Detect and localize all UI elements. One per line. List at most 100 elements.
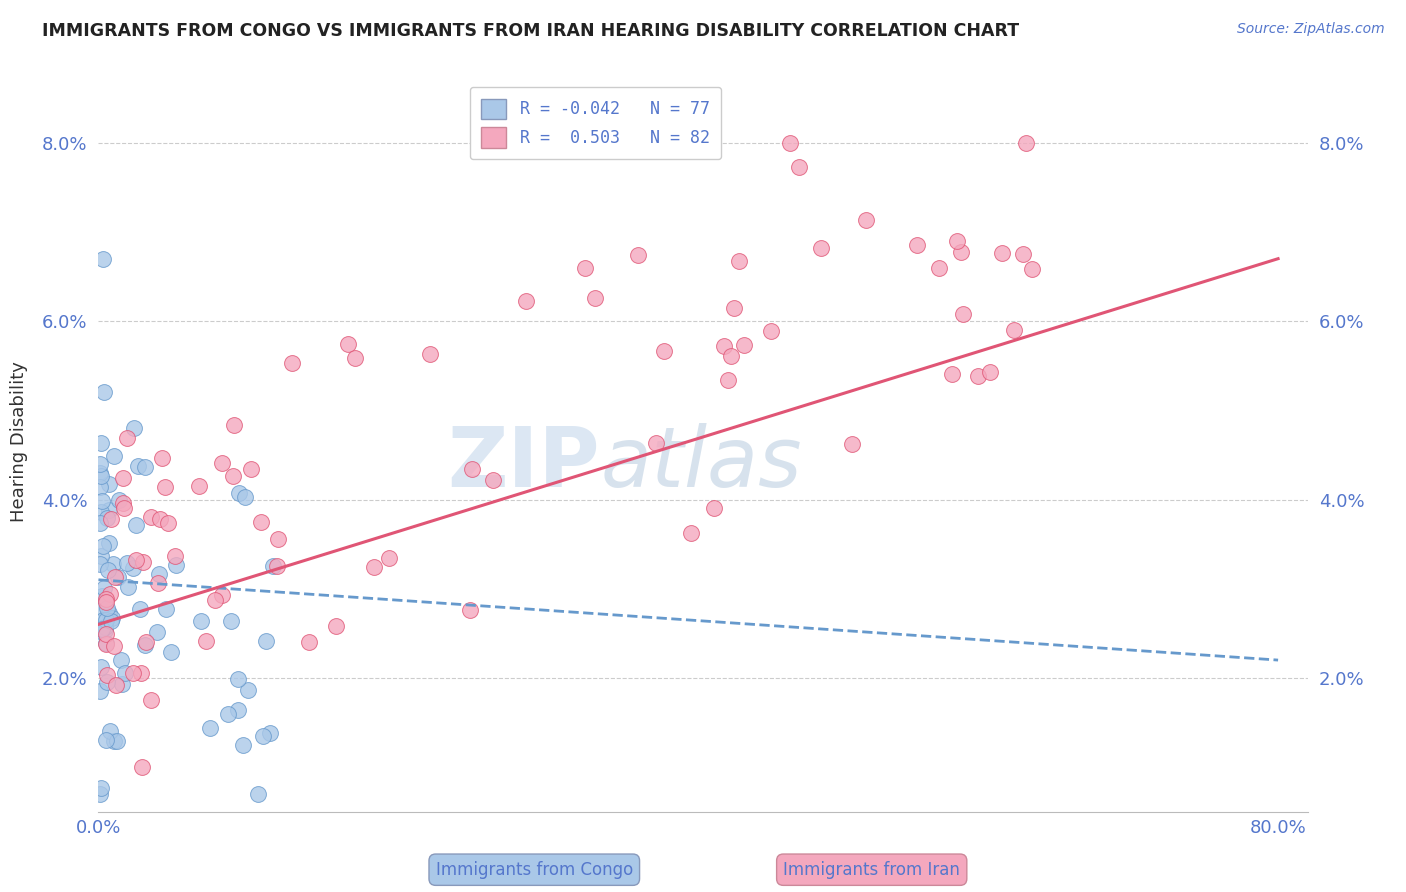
Point [211,456,233,470]
Point [190,614,212,628]
Point [165,558,187,573]
Point [122,421,145,435]
Point [90,780,112,795]
Point [583,292,606,306]
Point [419,347,441,361]
Point [759,324,782,338]
Point [90,549,112,564]
Point [91,494,114,508]
Point [105,678,128,692]
Point [129,665,152,680]
Point [114,665,136,680]
Point [217,707,239,722]
Point [644,436,666,450]
Point [108,492,131,507]
Point [146,575,169,590]
Point [117,581,139,595]
Point [377,550,399,565]
Point [224,417,246,432]
Point [228,486,250,500]
Point [89,480,111,494]
Point [703,501,725,516]
Point [204,593,226,607]
Point [96,511,118,525]
Point [121,665,143,680]
Point [103,449,125,463]
Point [198,721,221,735]
Point [94,594,117,608]
Point [131,760,153,774]
Point [779,136,801,150]
Point [150,451,173,466]
Point [96,600,118,615]
Point [91,589,114,603]
Point [89,516,111,530]
Point [1015,136,1038,150]
Point [111,677,134,691]
Point [262,558,284,573]
Point [132,555,155,569]
Point [97,564,120,578]
Point [125,517,148,532]
Point [713,339,735,353]
Point [363,560,385,574]
Point [111,471,134,485]
Point [574,260,596,275]
Point [89,684,111,698]
Point [90,435,112,450]
Point [90,468,112,483]
Point [122,561,145,575]
Point [221,469,243,483]
Point [93,582,115,596]
Point [239,462,262,476]
Point [235,490,257,504]
Point [94,592,117,607]
Point [905,238,928,252]
Point [952,308,974,322]
Point [281,356,304,370]
Point [101,611,124,625]
Point [515,293,537,308]
Point [93,385,115,400]
Point [723,301,745,315]
Point [928,260,950,275]
Point [681,526,703,541]
Point [98,606,121,620]
Point [627,248,650,262]
Point [91,252,114,266]
Text: Immigrants from Iran: Immigrants from Iran [783,861,960,879]
Point [98,536,121,550]
Text: ZIP: ZIP [447,423,600,504]
Point [252,729,274,743]
Point [91,622,114,636]
Point [810,241,832,255]
Point [94,733,117,747]
Point [841,437,863,451]
Point [727,254,749,268]
Point [111,495,134,509]
Point [950,244,973,259]
Text: Source: ZipAtlas.com: Source: ZipAtlas.com [1237,22,1385,37]
Point [155,601,177,615]
Point [98,724,121,739]
Point [228,703,250,717]
Point [733,338,755,352]
Point [105,734,128,748]
Point [128,601,150,615]
Point [298,635,321,649]
Point [91,539,114,553]
Point [107,570,129,584]
Point [89,787,111,801]
Point [96,613,118,627]
Point [461,462,484,476]
Point [343,351,366,365]
Point [127,459,149,474]
Point [98,503,121,517]
Point [254,634,277,648]
Point [652,343,675,358]
Text: Immigrants from Congo: Immigrants from Congo [436,861,633,879]
Point [325,619,347,633]
Point [101,557,124,571]
Point [117,431,139,445]
Point [236,683,259,698]
